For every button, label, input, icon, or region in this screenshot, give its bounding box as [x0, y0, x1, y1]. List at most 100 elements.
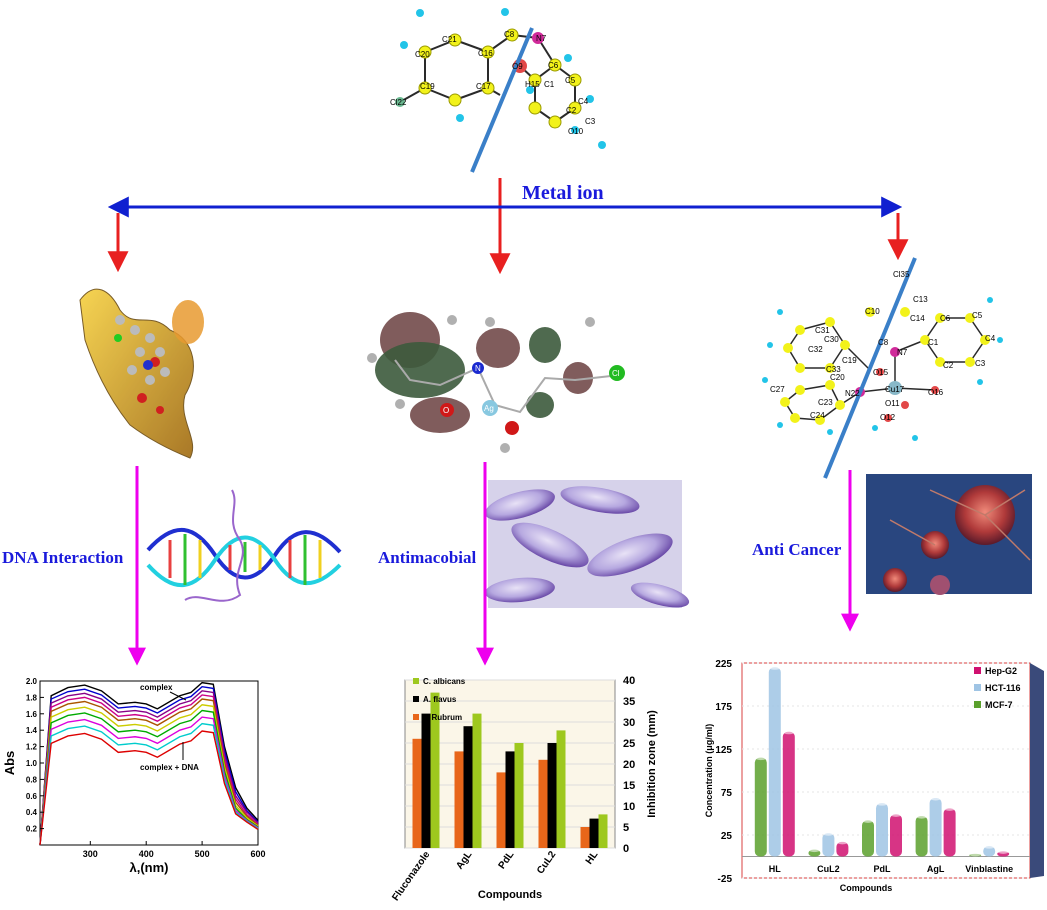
svg-text:C8: C8: [504, 30, 515, 39]
svg-text:C2: C2: [943, 361, 954, 370]
ac-legend-label-2: Hep-G2: [985, 666, 1017, 676]
anticancer-label: Anti Cancer: [752, 540, 842, 559]
amb-bar-0-1: [421, 713, 431, 848]
ac-bar-0-1: [768, 667, 781, 857]
ac-legend-swatch-1: [974, 684, 981, 691]
amb-ytick-label-4: 20: [623, 759, 635, 771]
ac-bar-3-2: [943, 808, 956, 857]
ac-ytick-label-0: -25: [718, 874, 733, 885]
svg-text:O15: O15: [873, 368, 889, 377]
amb-bar-1-2: [472, 713, 482, 848]
ac-bar-cap-0-2: [782, 729, 795, 735]
amb-bar-4-1: [589, 818, 599, 848]
ac-ytick-label-3: 125: [715, 745, 732, 756]
ac-bar-3-1: [929, 798, 942, 857]
amb-legend-swatch-1: [413, 696, 419, 702]
ac-bar-cap-2-0: [862, 817, 874, 823]
svg-text:N7: N7: [897, 348, 908, 357]
ac-category-label-1: CuL2: [817, 864, 840, 874]
amb-ytick-label-8: 40: [623, 675, 635, 687]
svg-text:O12: O12: [880, 413, 896, 422]
svg-text:C19: C19: [420, 82, 435, 91]
amb-bar-1-1: [463, 726, 473, 848]
svg-text:C10: C10: [865, 307, 880, 316]
ac-legend-swatch-0: [974, 701, 981, 708]
ac-category-label-4: Vinblastine: [965, 864, 1013, 874]
ac-category-label-2: PdL: [874, 864, 892, 874]
ac-bar-3-0: [915, 816, 928, 857]
amb-category-label-3: CuL2: [535, 849, 559, 876]
svg-text:C31: C31: [815, 326, 830, 335]
amb-ytick-label-3: 15: [623, 780, 635, 792]
ac-bar-1-1: [822, 833, 835, 857]
uv-absorption-chart: 300 400 500 600 0.2 0.4 0.6 0.8 1.0 1.2 1.4 1.6 1.8 2…: [2, 677, 266, 875]
ac-bar-cap-0-1: [768, 664, 781, 670]
uv-ytick-label-1: 0.4: [26, 808, 38, 817]
ac-bar-cap-3-0: [915, 813, 928, 819]
ac-bar-2-1: [876, 803, 888, 857]
antimicrobial-label: Antimacobial: [378, 548, 477, 567]
svg-text:Cl22: Cl22: [390, 98, 407, 107]
amb-ylabel: Inhibition zone (mm): [646, 710, 658, 818]
orbital-atom-ag: Ag: [484, 404, 494, 413]
ac-bar-cap-3-2: [943, 805, 956, 811]
uv-xlabel: λ,(nm): [130, 860, 169, 875]
amb-ytick-label-5: 25: [623, 738, 635, 750]
amb-category-label-4: HL: [584, 849, 601, 866]
ac-category-label-0: HL: [769, 864, 781, 874]
orbital-atom-cl: Cl: [612, 369, 620, 378]
ligand-structure: C21 C16 C20 C19 C17 C8 N7 O9 C6 C5 C1 C4 C2 C3 Cl2…: [390, 8, 606, 173]
ac-ytick-label-2: 75: [721, 788, 733, 799]
metal-ion-arrows: [107, 178, 909, 275]
svg-text:H15: H15: [525, 80, 540, 89]
svg-text:C5: C5: [972, 311, 983, 320]
ac-bar-cap-1-2: [836, 839, 849, 845]
svg-text:O16: O16: [928, 388, 944, 397]
uv-xtick-label-0: 300: [83, 849, 98, 859]
amb-bar-2-2: [514, 743, 524, 848]
svg-text:C2: C2: [566, 106, 577, 115]
svg-text:C3: C3: [585, 117, 596, 126]
magenta-arrows: [128, 462, 859, 666]
ac-bar-0-2: [782, 731, 795, 857]
ac-bar-0-0: [754, 757, 767, 857]
amb-xlabel: Compounds: [478, 889, 542, 901]
ac-ytick-label-1: 25: [721, 831, 733, 842]
svg-text:C14: C14: [910, 314, 925, 323]
svg-text:C20: C20: [830, 373, 845, 382]
dna-docking-surface: [79, 288, 204, 459]
ac-bar-2-0: [862, 820, 874, 857]
amb-bar-3-0: [538, 759, 548, 848]
svg-text:C33: C33: [826, 365, 841, 374]
homo-orbital-structure: [367, 312, 625, 453]
ac-legend-label-0: MCF-7: [985, 700, 1013, 710]
svg-text:N22: N22: [845, 389, 860, 398]
ac-ytick-label-5: 225: [715, 659, 732, 670]
ac-bar-cap-1-0: [808, 847, 821, 853]
metal-ion-label: Metal ion: [522, 182, 604, 204]
uv-annotation-complex-pointer: [169, 691, 187, 701]
svg-text:C3: C3: [975, 359, 986, 368]
uv-ytick-label-5: 1.2: [26, 743, 38, 752]
amb-ytick-label-2: 10: [623, 801, 635, 813]
svg-text:C20: C20: [415, 50, 430, 59]
uv-series-line-8: [39, 722, 259, 846]
uv-xtick-label-1: 400: [139, 849, 154, 859]
ac-legend-swatch-2: [974, 667, 981, 674]
uv-ytick-label-3: 0.8: [26, 775, 38, 784]
amb-bar-2-1: [505, 751, 515, 848]
ac-bar-cap-4-1: [983, 843, 996, 849]
amb-bar-2-0: [496, 772, 506, 848]
uv-ytick-label-6: 1.4: [26, 726, 38, 735]
uv-series-line-4: [39, 698, 259, 846]
amb-category-label-0: Fluconazole: [390, 849, 432, 903]
svg-text:C19: C19: [842, 356, 857, 365]
amb-bar-0-0: [412, 738, 422, 848]
svg-text:N7: N7: [536, 34, 547, 43]
svg-text:Cu17: Cu17: [885, 385, 905, 394]
svg-text:O11: O11: [885, 399, 900, 408]
svg-text:C4: C4: [578, 97, 589, 106]
ac-bar-cap-4-0: [969, 851, 982, 857]
